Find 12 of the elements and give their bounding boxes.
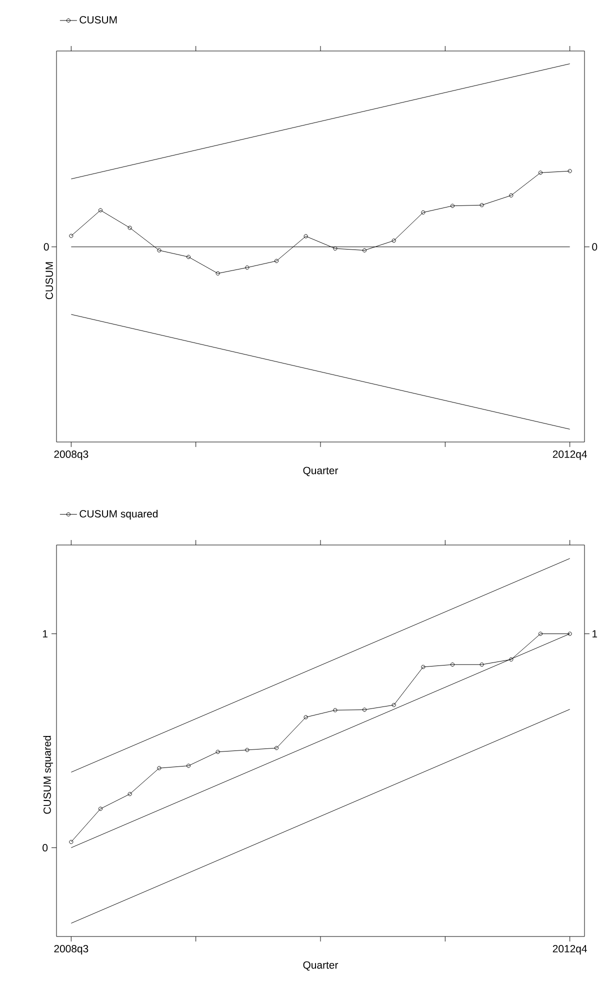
x-tick-label: 2012q4 bbox=[552, 450, 587, 460]
legend-label: CUSUM squared bbox=[80, 510, 158, 520]
x-tick-label: 2008q3 bbox=[54, 945, 88, 954]
x-tick-label: 2008q3 bbox=[54, 450, 88, 460]
y-axis-title: CUSUM squared bbox=[43, 736, 53, 814]
x-axis-title: Quarter bbox=[303, 466, 338, 476]
ref-line-label: 0 bbox=[592, 243, 598, 251]
x-tick-label: 2012q4 bbox=[552, 945, 587, 954]
legend-label: CUSUM bbox=[80, 16, 117, 24]
annotation: 1 bbox=[592, 630, 598, 638]
x-axis-title: Quarter bbox=[303, 961, 338, 971]
y-axis-title: CUSUM bbox=[46, 262, 53, 300]
